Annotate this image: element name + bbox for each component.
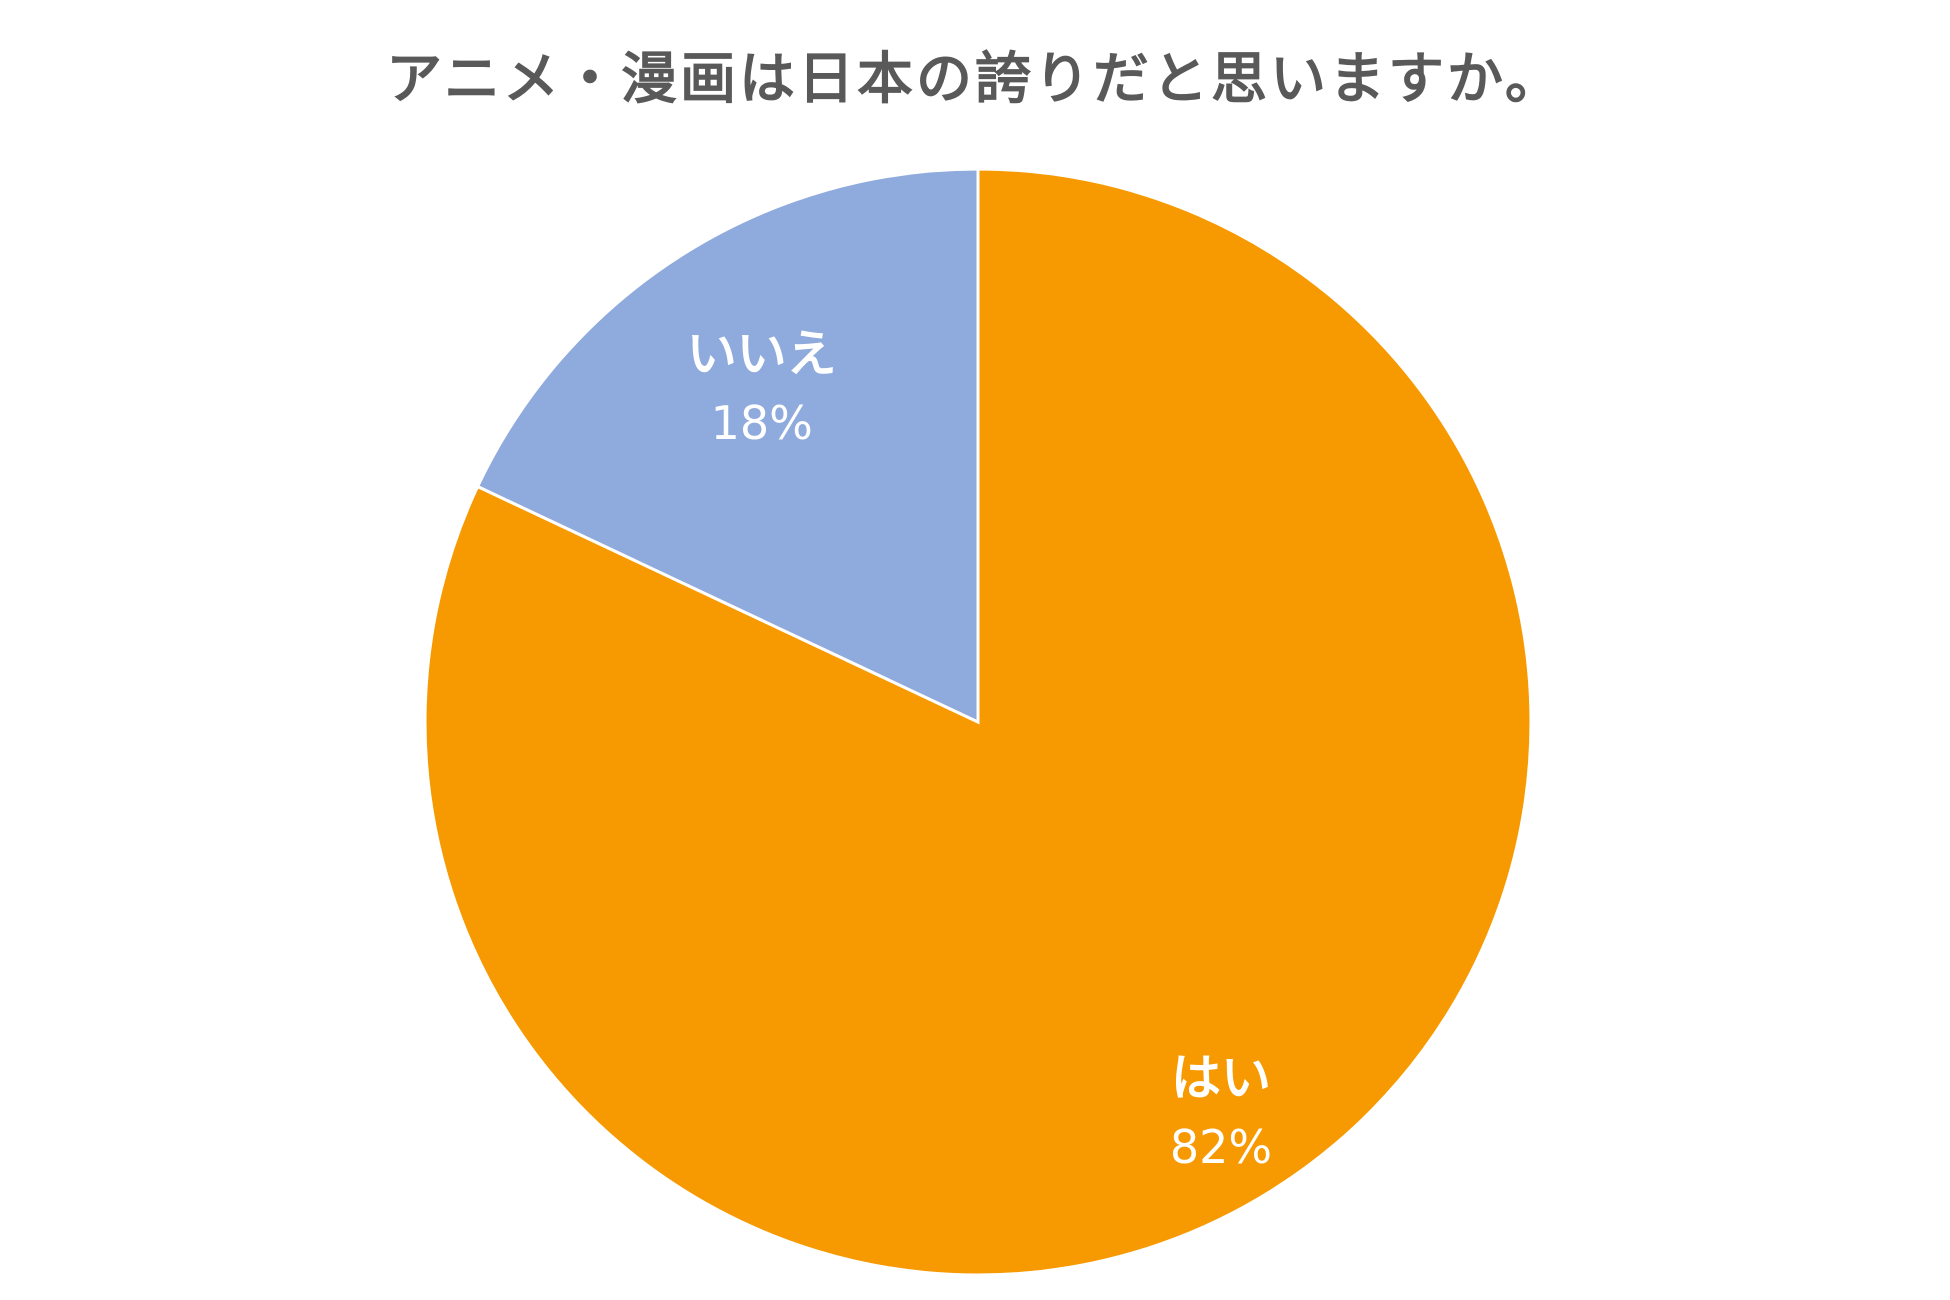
slice-value-label-0: 82% — [1170, 1120, 1272, 1174]
slice-label-1: いいえ — [687, 325, 837, 383]
pie-slice-1 — [475, 167, 980, 725]
pie-labels: はい 82% いいえ 18% — [687, 325, 1272, 1174]
chart-title: アニメ・漫画は日本の誇りだと思いますか。 — [386, 47, 1564, 112]
slice-value-label-1: 18% — [711, 396, 813, 450]
pie-slices — [423, 167, 1533, 1277]
slice-label-0: はい — [1171, 1049, 1271, 1107]
